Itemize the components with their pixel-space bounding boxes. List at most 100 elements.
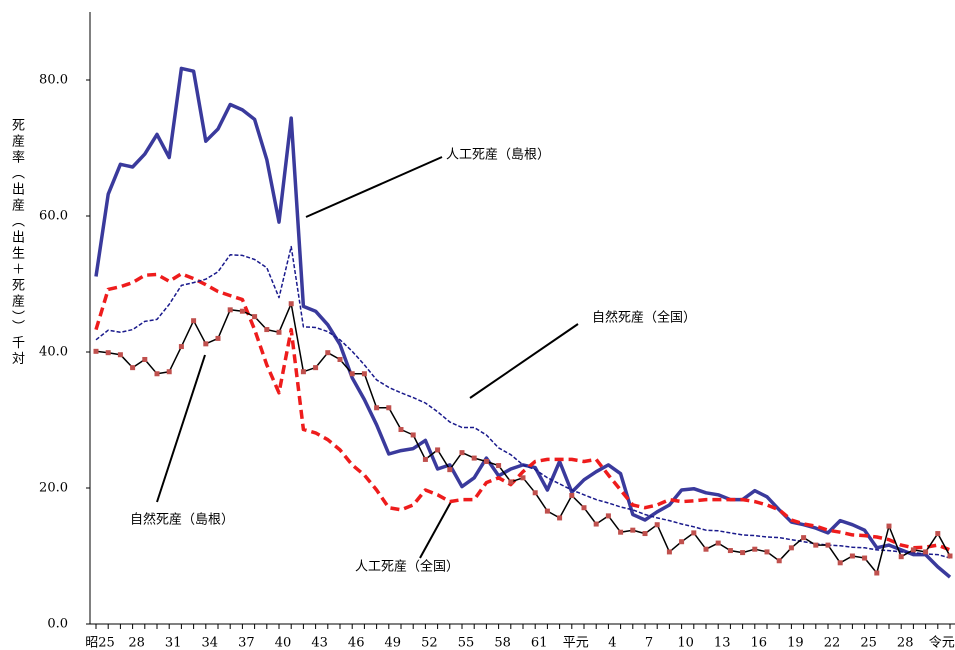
data-point (935, 531, 941, 537)
data-point (569, 492, 575, 498)
data-point (764, 549, 770, 555)
series-line (94, 272, 951, 552)
x-tick-label: 40 (275, 636, 292, 650)
annotation-leader (419, 499, 453, 559)
x-tick-label: 31 (165, 636, 182, 650)
data-point (910, 547, 916, 553)
data-point (630, 527, 636, 533)
y-tick-label: 60.0 (39, 209, 68, 224)
data-point (252, 314, 258, 320)
annotation-leader (156, 354, 206, 503)
data-point (142, 356, 148, 362)
data-point (374, 405, 380, 411)
data-point (191, 318, 197, 324)
data-point (947, 553, 953, 559)
series-label: 人工死産（全国） (355, 559, 459, 575)
data-point (520, 475, 526, 481)
data-point (496, 463, 502, 469)
x-tick-label: 10 (677, 636, 694, 650)
data-point (581, 505, 587, 511)
x-tick-label: 令元 (929, 636, 955, 650)
data-point (166, 369, 172, 375)
data-point (215, 335, 221, 341)
data-point (813, 542, 819, 548)
x-tick-label: 43 (311, 636, 328, 650)
series-line (95, 302, 951, 574)
x-tick-label: 13 (714, 636, 731, 650)
data-point (459, 450, 465, 456)
data-point (679, 539, 685, 545)
data-point (825, 542, 831, 548)
data-point (593, 521, 599, 527)
data-point (130, 365, 136, 371)
y-tick-label: 20.0 (39, 481, 68, 496)
data-point (483, 458, 489, 464)
series-label: 自然死産（島根） (130, 512, 234, 528)
data-point (788, 545, 794, 551)
data-point (886, 523, 892, 529)
data-point (557, 515, 563, 521)
data-point (239, 308, 245, 314)
x-tick-label: 28 (897, 636, 914, 650)
data-point (508, 479, 514, 485)
x-tick-label: 61 (531, 636, 548, 650)
data-point (288, 301, 294, 307)
x-tick-label: 16 (751, 636, 768, 650)
data-point (715, 540, 721, 546)
data-point (532, 490, 538, 496)
data-point (471, 455, 477, 461)
data-point (117, 352, 123, 358)
x-tick-label: 平元 (563, 636, 589, 650)
x-tick-label: 52 (421, 636, 438, 650)
data-point (605, 513, 611, 519)
data-point (923, 549, 929, 555)
data-point (642, 531, 648, 537)
x-tick-label: 37 (238, 636, 255, 650)
data-point (105, 350, 111, 356)
data-point (752, 546, 758, 552)
data-point (447, 467, 453, 473)
data-point (666, 549, 672, 555)
x-tick-label: 19 (787, 636, 804, 650)
data-point (740, 550, 746, 556)
data-point (837, 560, 843, 566)
data-point (227, 307, 233, 313)
data-point (422, 456, 428, 462)
data-point (361, 371, 367, 377)
x-tick-label: 7 (645, 636, 653, 650)
data-point (703, 546, 709, 552)
x-tick-label: 55 (458, 636, 475, 650)
x-tick-label: 34 (202, 636, 219, 650)
x-tick-label: 25 (860, 636, 877, 650)
y-tick-label: 40.0 (39, 345, 68, 360)
data-point (874, 570, 880, 576)
data-point (898, 554, 904, 560)
x-tick-label: 昭25 (85, 636, 115, 650)
data-point (727, 548, 733, 554)
data-point (178, 344, 184, 350)
data-point (276, 329, 282, 335)
x-tick-label: 4 (608, 636, 616, 650)
data-point (410, 432, 416, 438)
y-tick-label: 80.0 (39, 73, 68, 88)
data-point (349, 371, 355, 377)
y-tick-label: 0.0 (47, 617, 68, 632)
data-point (849, 553, 855, 559)
data-point (544, 508, 550, 514)
annotation-leader (305, 156, 443, 218)
data-point (154, 371, 160, 377)
data-point (264, 327, 270, 333)
x-tick-label: 58 (494, 636, 511, 650)
series-label: 人工死産（島根） (446, 147, 550, 163)
data-point (618, 529, 624, 535)
data-point (691, 530, 697, 536)
data-point (654, 522, 660, 528)
x-tick-label: 28 (128, 636, 145, 650)
data-point (435, 447, 441, 453)
data-point (776, 558, 782, 564)
y-axis-label: 死産率（出産（出生＋死産））千対 (9, 118, 24, 368)
series-label: 自然死産（全国） (592, 310, 696, 326)
data-point (93, 348, 99, 354)
